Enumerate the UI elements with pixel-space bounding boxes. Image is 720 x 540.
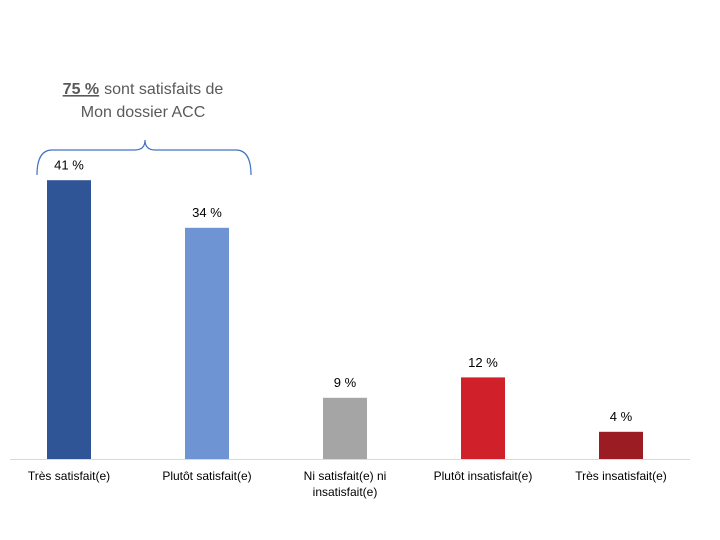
value-label: 4 %: [610, 409, 633, 424]
value-label: 34 %: [192, 205, 222, 220]
bar: [599, 431, 643, 459]
x-tick-label: Très satisfait(e): [27, 469, 111, 483]
annotation-text: sont satisfaits de: [104, 81, 223, 98]
x-tick-label: Plutôt satisfait(e): [162, 469, 252, 483]
x-tick-label: Très insatisfait(e): [575, 469, 667, 483]
x-tick-label: Plutôt insatisfait(e): [433, 469, 533, 483]
bar: [47, 180, 91, 459]
x-tick-label: Ni satisfait(e) ni insatisfait(e): [303, 469, 387, 499]
bar: [461, 377, 505, 459]
value-label: 9 %: [334, 375, 357, 390]
value-label: 41 %: [54, 158, 84, 173]
bar: [185, 227, 229, 459]
bar: [323, 397, 367, 459]
bracket: [36, 139, 252, 176]
annotation: 75 % sont satisfaits de: [63, 81, 224, 98]
annotation-highlight: 75 %: [63, 81, 99, 98]
value-label: 12 %: [468, 355, 498, 370]
annotation-text: Mon dossier ACC: [81, 104, 206, 121]
